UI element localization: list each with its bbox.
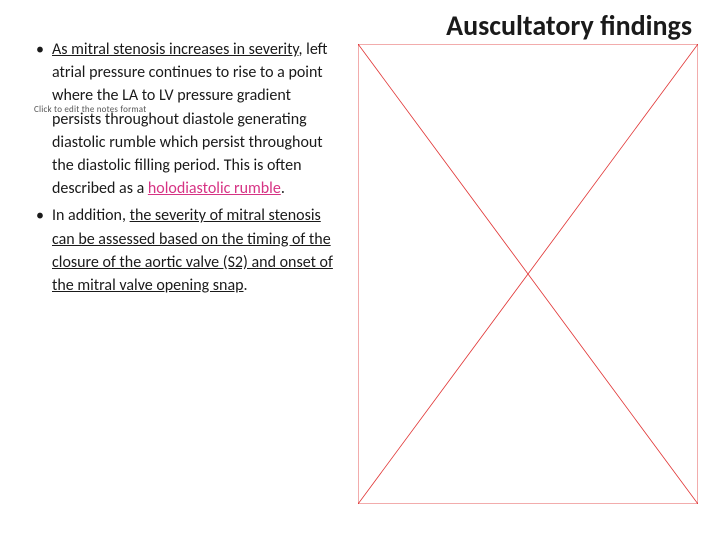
bullet-content: As mitral stenosis increases in severity… (34, 38, 340, 301)
bullet-list: As mitral stenosis increases in severity… (34, 38, 340, 297)
page-title: Auscultatory findings (446, 8, 692, 43)
list-item: In addition, the severity of mitral sten… (34, 204, 340, 297)
body-text: , left atrial pressure continues to rise… (52, 40, 327, 198)
placeholder-cross-icon (358, 44, 698, 504)
link-text: holodiastolic rumble (148, 179, 281, 198)
list-item: As mitral stenosis increases in severity… (34, 38, 340, 200)
image-placeholder (358, 44, 698, 504)
body-text: . (244, 276, 248, 295)
body-text: . (281, 179, 285, 198)
underlined-text: As mitral stenosis increases in severity (52, 40, 299, 59)
body-text: In addition, (52, 206, 130, 225)
